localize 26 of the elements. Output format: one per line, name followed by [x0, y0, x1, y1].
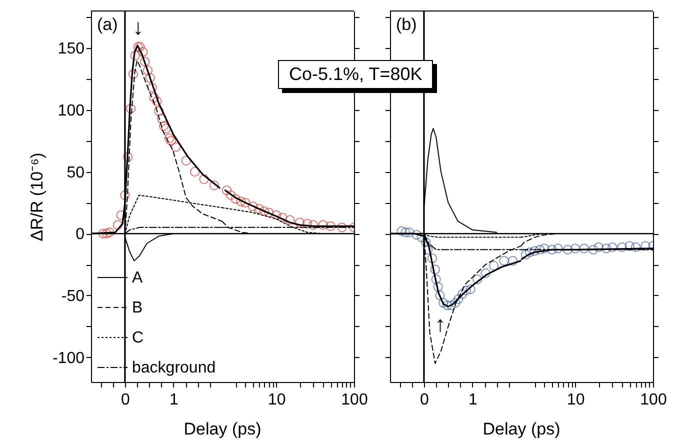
annotation: Co-5.1%, T=80K — [278, 60, 434, 89]
legend-label: A — [132, 270, 143, 286]
x-tick-label: 1 — [170, 392, 179, 408]
annotation: ↑ — [434, 312, 446, 337]
legend-label: C — [132, 330, 144, 346]
y-tick-label: -100 — [52, 350, 85, 367]
y-tick-label: 150 — [58, 40, 85, 58]
x-tick-label: 100 — [341, 392, 368, 408]
x-tick-label: 100 — [640, 392, 667, 408]
y-tick-label: 100 — [58, 102, 85, 120]
y-axis-title: ΔR/R (10⁻⁶) — [27, 152, 46, 242]
annotation: ↓ — [132, 14, 144, 40]
x-tick-label: 1 — [468, 392, 478, 408]
x-tick-label: 0 — [121, 392, 130, 408]
chart-title: (b) — [396, 15, 417, 34]
x-tick-label: 10 — [268, 392, 286, 408]
legend-label: B — [132, 300, 143, 316]
chart-title: (a) — [97, 15, 118, 34]
y-tick-label: 50 — [66, 164, 85, 182]
x-axis-title: Delay (ps) — [184, 420, 262, 438]
legend-label: background — [132, 360, 216, 376]
y-tick-label: 0 — [76, 226, 85, 244]
x-tick-label: 10 — [566, 392, 585, 408]
x-axis-title: Delay (ps) — [482, 420, 560, 438]
x-tick-label: 0 — [420, 392, 430, 408]
y-tick-label: -50 — [61, 288, 85, 305]
